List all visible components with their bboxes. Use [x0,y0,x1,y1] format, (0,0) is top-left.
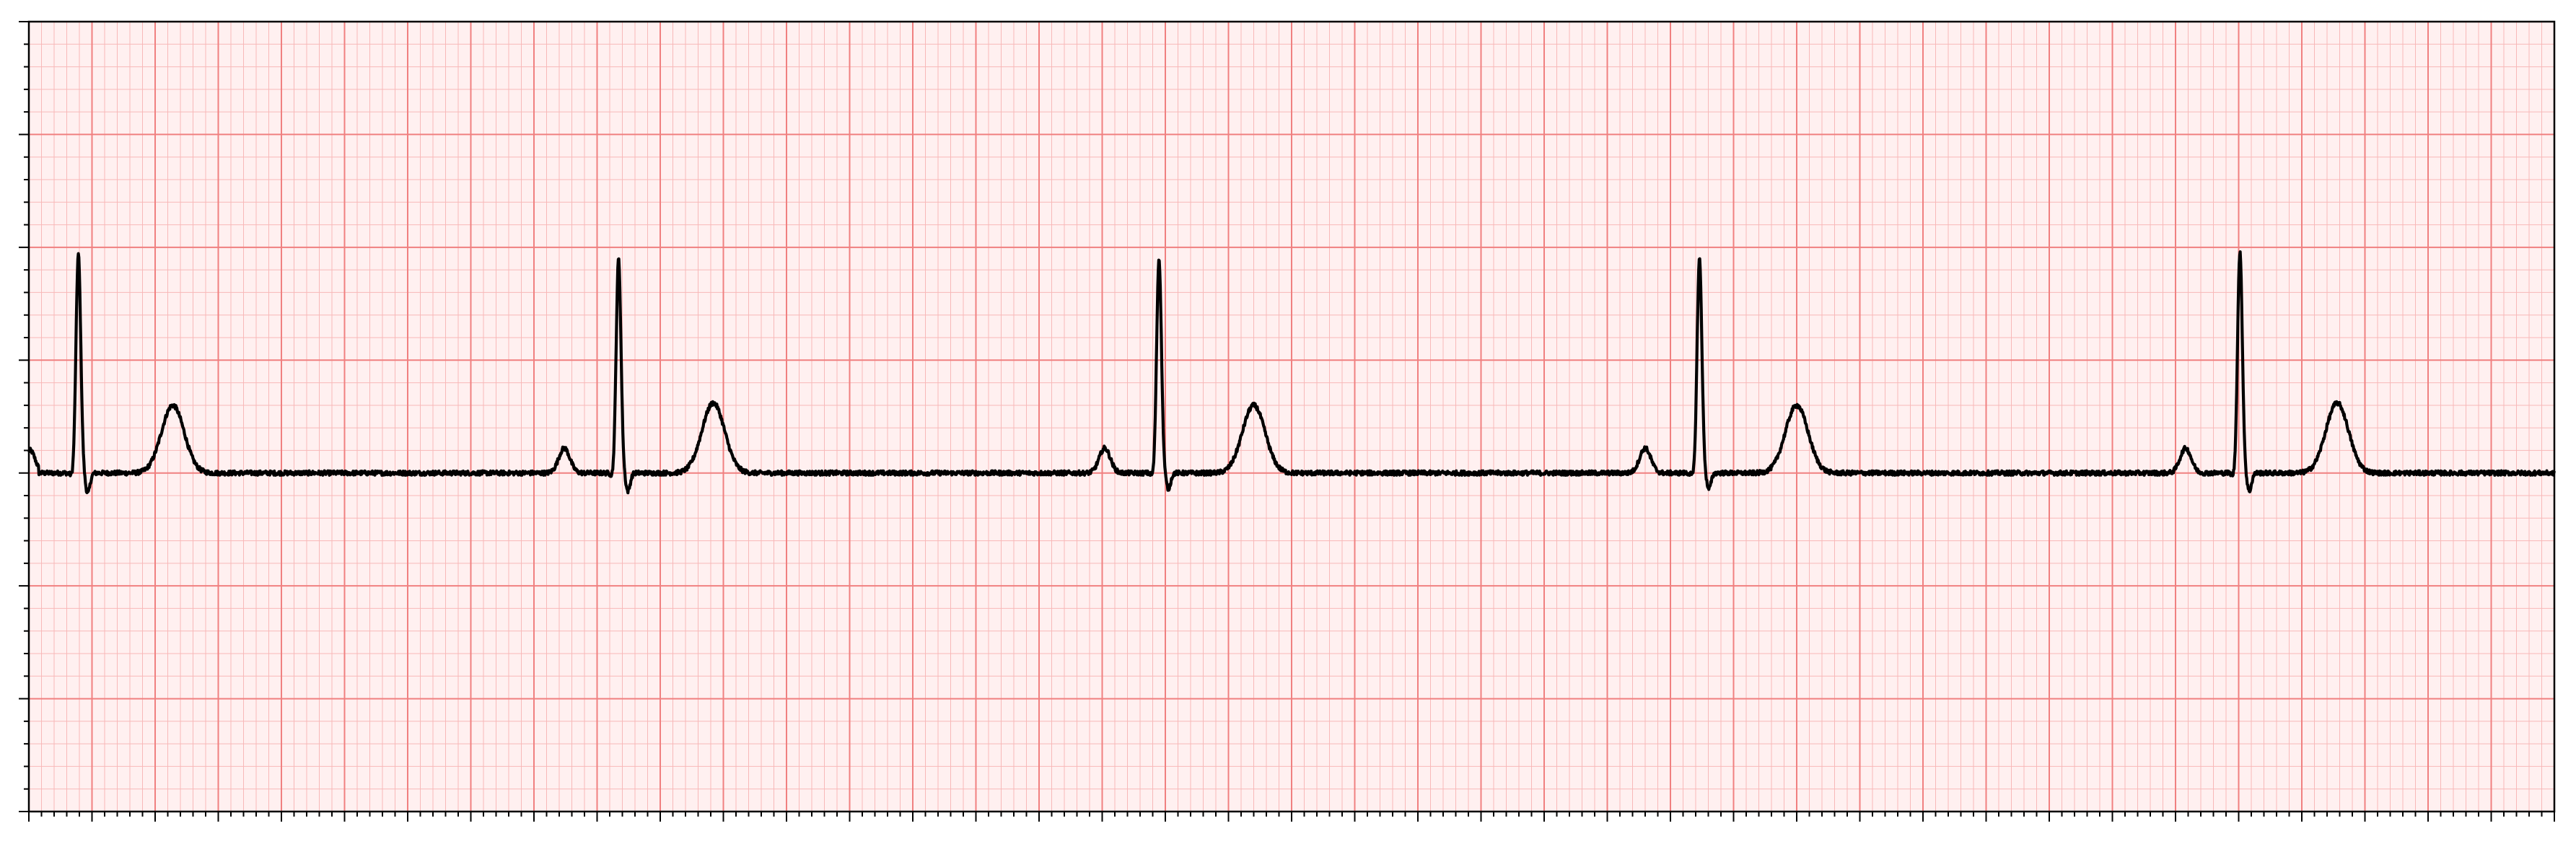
major-grid [28,21,2555,812]
x-axis-ticks [28,812,2555,822]
y-axis-ticks [19,21,29,812]
ecg-trace-line [27,250,2557,495]
